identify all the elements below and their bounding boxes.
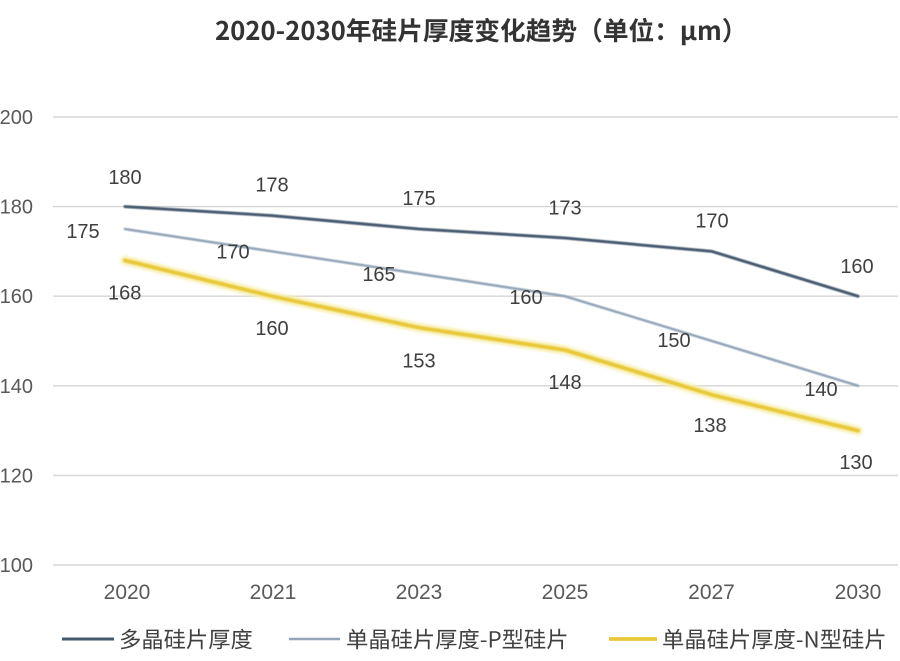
svg-text:180: 180 bbox=[0, 197, 33, 219]
svg-text:2023: 2023 bbox=[396, 581, 443, 604]
svg-text:153: 153 bbox=[402, 351, 435, 373]
svg-text:130: 130 bbox=[839, 452, 872, 474]
svg-text:200: 200 bbox=[0, 107, 33, 129]
svg-text:160: 160 bbox=[509, 287, 542, 309]
svg-text:100: 100 bbox=[0, 555, 33, 577]
svg-text:2027: 2027 bbox=[688, 581, 735, 604]
svg-text:168: 168 bbox=[108, 283, 141, 305]
svg-text:160: 160 bbox=[840, 256, 873, 278]
svg-text:178: 178 bbox=[255, 175, 288, 197]
svg-text:170: 170 bbox=[216, 241, 249, 263]
svg-text:180: 180 bbox=[108, 167, 141, 189]
svg-text:160: 160 bbox=[0, 286, 33, 308]
svg-text:175: 175 bbox=[402, 188, 435, 210]
svg-text:175: 175 bbox=[66, 221, 99, 243]
svg-text:2025: 2025 bbox=[542, 581, 589, 604]
svg-text:148: 148 bbox=[548, 372, 581, 394]
svg-text:2020: 2020 bbox=[104, 581, 151, 604]
svg-text:138: 138 bbox=[693, 415, 726, 437]
svg-text:170: 170 bbox=[695, 211, 728, 233]
svg-text:140: 140 bbox=[0, 376, 33, 398]
svg-text:160: 160 bbox=[255, 318, 288, 340]
svg-text:140: 140 bbox=[804, 379, 837, 401]
svg-text:2021: 2021 bbox=[250, 581, 297, 604]
svg-text:150: 150 bbox=[657, 330, 690, 352]
svg-text:120: 120 bbox=[0, 465, 33, 487]
svg-text:2030: 2030 bbox=[835, 581, 882, 604]
svg-text:173: 173 bbox=[548, 198, 581, 220]
svg-text:165: 165 bbox=[362, 264, 395, 286]
